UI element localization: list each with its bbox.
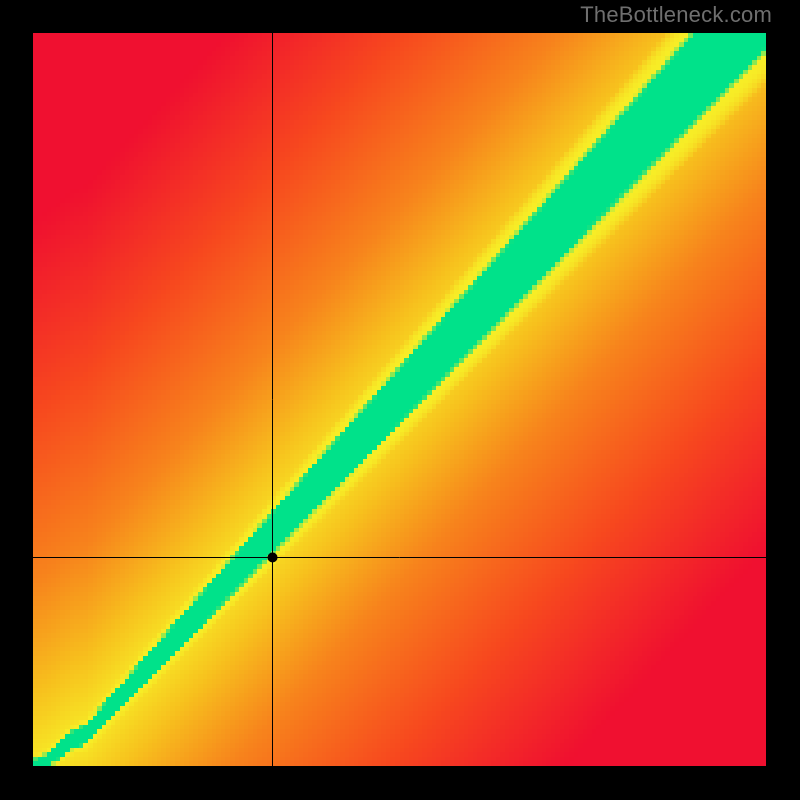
chart-frame: { "watermark": { "text": "TheBottleneck.… (0, 0, 800, 800)
bottleneck-heatmap (33, 33, 766, 766)
watermark-text: TheBottleneck.com (580, 2, 772, 28)
